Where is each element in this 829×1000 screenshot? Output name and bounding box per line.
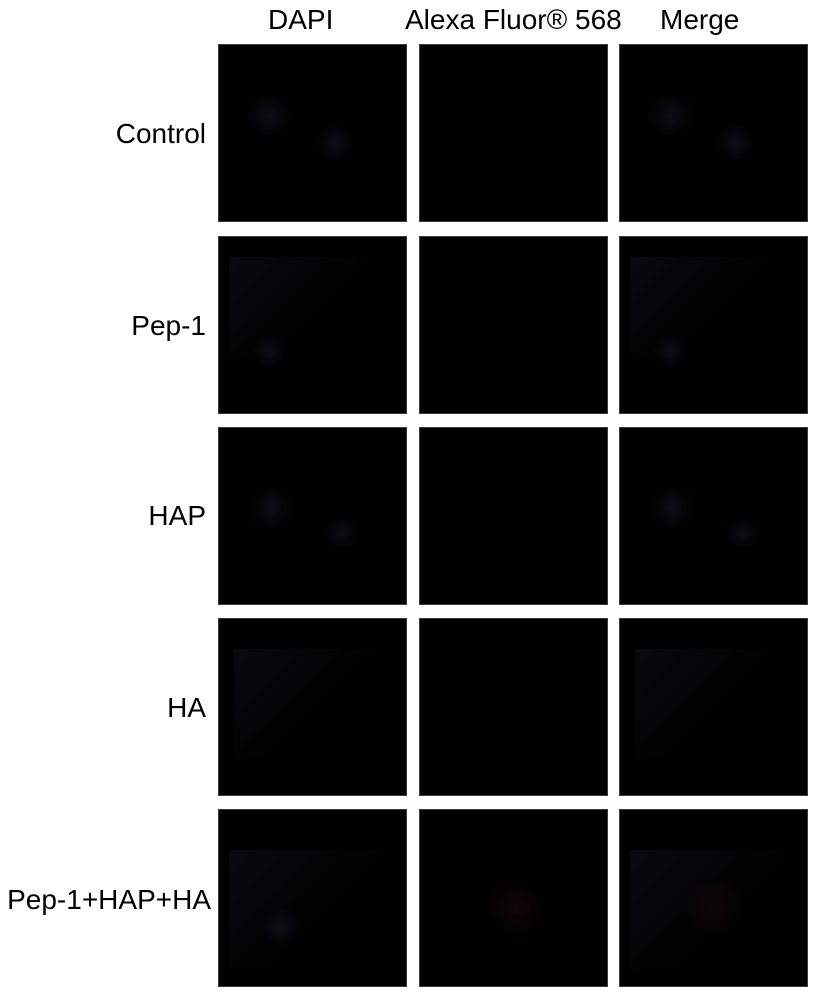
micrograph-figure: DAPI Alexa Fluor® 568 Merge Control Pep-… [0, 0, 829, 1000]
panel-hap-dapi [218, 427, 407, 605]
panel-hap-alexa [419, 427, 608, 605]
panel-pep1-alexa [419, 236, 608, 414]
row-label-control: Control [6, 118, 206, 150]
row-label-hap: HAP [6, 500, 206, 532]
panel-pep1-merge [619, 236, 808, 414]
panel-control-dapi [218, 44, 407, 222]
panel-combo-dapi [218, 809, 407, 987]
col-header-alexa: Alexa Fluor® 568 [405, 4, 622, 36]
panel-control-alexa [419, 44, 608, 222]
panel-combo-alexa [419, 809, 608, 987]
col-header-merge: Merge [660, 4, 739, 36]
panel-ha-dapi [218, 618, 407, 796]
row-label-combo: Pep-1+HAP+HA [0, 884, 211, 916]
row-label-ha: HA [6, 692, 206, 724]
panel-hap-merge [619, 427, 808, 605]
panel-ha-merge [619, 618, 808, 796]
panel-control-merge [619, 44, 808, 222]
panel-ha-alexa [419, 618, 608, 796]
panel-combo-merge [619, 809, 808, 987]
row-label-pep1: Pep-1 [6, 310, 206, 342]
panel-pep1-dapi [218, 236, 407, 414]
col-header-dapi: DAPI [268, 4, 333, 36]
